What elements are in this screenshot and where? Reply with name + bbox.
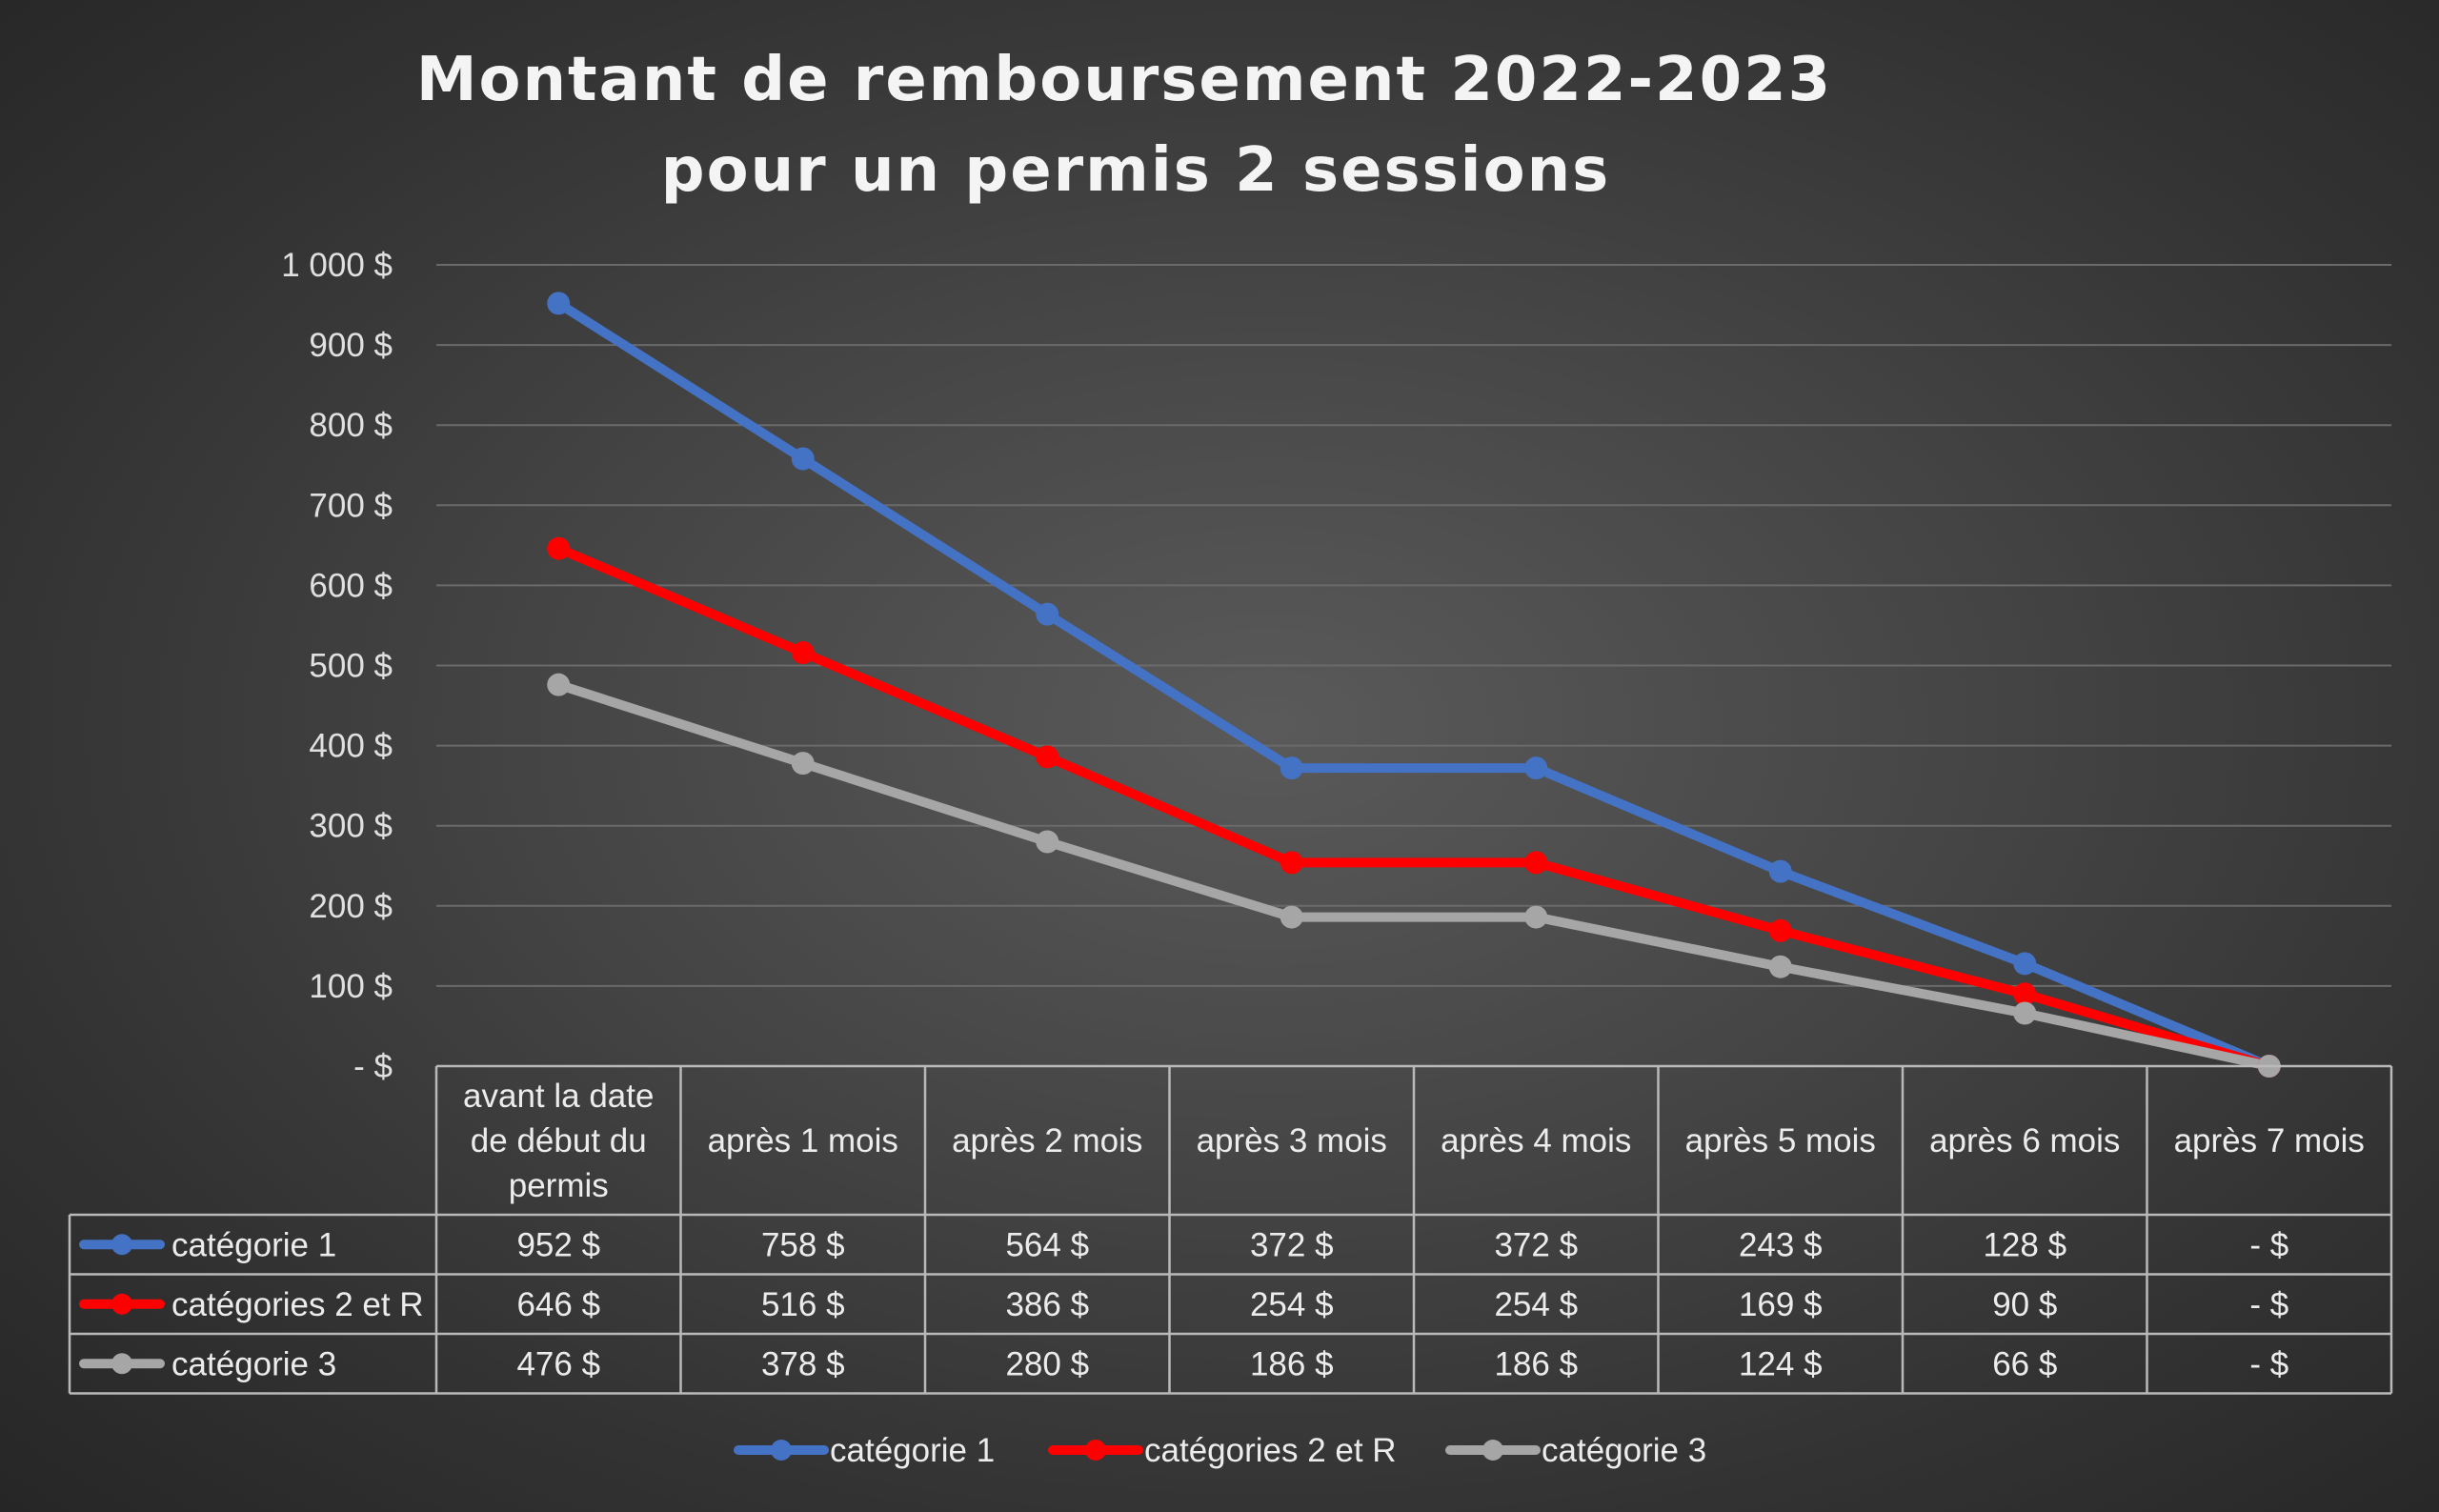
data-value-label: 169 $ [1739, 1286, 1823, 1323]
chart-title-line: pour un permis 2 sessions [661, 135, 1610, 206]
data-value-label: 186 $ [1250, 1345, 1334, 1382]
legend-marker [771, 1440, 792, 1461]
y-tick-label: 600 $ [309, 567, 393, 604]
data-point [547, 673, 571, 696]
data-point [1768, 918, 1792, 942]
category-label: après 7 mois [2174, 1122, 2365, 1159]
data-point [2013, 1001, 2037, 1025]
data-value-label: 386 $ [1005, 1286, 1089, 1323]
chart-title-line: Montant de remboursement 2022-2023 [416, 45, 1832, 115]
legend-label: catégorie 1 [830, 1432, 995, 1469]
data-value-label: 124 $ [1739, 1345, 1823, 1382]
category-label: avant la date [463, 1078, 654, 1115]
series-line [554, 679, 2274, 1071]
data-point [1524, 756, 1548, 780]
data-value-label: 476 $ [516, 1345, 600, 1382]
data-value-label: 243 $ [1739, 1226, 1823, 1263]
data-point [2013, 952, 2037, 976]
y-tick-label: 500 $ [309, 648, 393, 685]
data-point [1768, 859, 1792, 883]
y-tick-label: 800 $ [309, 407, 393, 444]
category-label: de début du [471, 1122, 647, 1159]
y-axis-ticks: - $ 100 $ 200 $ 300 $ 400 $ 500 $ 600 $ 700 $ 80… [281, 247, 393, 1085]
y-tick-label: 100 $ [309, 968, 393, 1005]
data-point [1524, 851, 1548, 875]
data-point [1036, 830, 1059, 854]
data-point [1280, 756, 1303, 780]
data-point [547, 536, 571, 560]
y-tick-label: 700 $ [309, 487, 393, 524]
data-value-label: 564 $ [1005, 1226, 1089, 1263]
y-tick-label: 200 $ [309, 888, 393, 925]
data-value-label: 372 $ [1250, 1226, 1334, 1263]
y-tick-label: 1 000 $ [281, 247, 393, 284]
data-point [791, 641, 815, 665]
row-series-name: catégorie 1 [171, 1226, 336, 1263]
data-value-label: 66 $ [1992, 1345, 2057, 1382]
chart-title: Montant de remboursement 2022-2023 pour u… [416, 45, 1832, 206]
legend-marker [1085, 1440, 1106, 1461]
data-point [1036, 602, 1059, 626]
data-point [547, 292, 571, 315]
data-value-label: 128 $ [1983, 1226, 2066, 1263]
legend-key-marker [111, 1353, 132, 1375]
legend-key-marker [111, 1234, 132, 1256]
category-label: après 5 mois [1685, 1122, 1876, 1159]
data-table: avant la date de début du permis après 1 mo… [68, 1064, 2393, 1395]
category-label: permis [509, 1167, 609, 1204]
row-series-name: catégorie 3 [171, 1345, 336, 1382]
data-value-label: 646 $ [516, 1286, 600, 1323]
legend-label: catégories 2 et R [1144, 1432, 1397, 1469]
category-label: après 3 mois [1197, 1122, 1387, 1159]
legend-marker [1482, 1440, 1503, 1461]
data-point [791, 447, 815, 471]
data-value-label: 952 $ [516, 1226, 600, 1263]
data-point [1036, 745, 1059, 769]
legend-key-marker [111, 1293, 132, 1315]
data-point [1280, 905, 1303, 929]
y-tick-label: - $ [353, 1048, 393, 1085]
data-point [1280, 851, 1303, 875]
data-value-label: - $ [2249, 1286, 2288, 1323]
data-value-label: 90 $ [1992, 1286, 2057, 1323]
y-tick-label: 900 $ [309, 327, 393, 364]
data-value-label: - $ [2249, 1226, 2288, 1263]
plot-series [547, 292, 2281, 1078]
legend: catégorie 1 catégories 2 et R catégorie 3 [734, 1432, 1706, 1469]
data-point [2013, 982, 2037, 1006]
data-point [1768, 955, 1792, 978]
data-value-label: 758 $ [761, 1226, 845, 1263]
data-value-label: 280 $ [1005, 1345, 1089, 1382]
legend-label: catégorie 3 [1542, 1432, 1706, 1469]
data-value-label: 254 $ [1250, 1286, 1334, 1323]
data-value-label: - $ [2249, 1345, 2288, 1382]
data-value-label: 372 $ [1494, 1226, 1578, 1263]
category-label: après 2 mois [952, 1122, 1142, 1159]
category-label: après 6 mois [1929, 1122, 2120, 1159]
category-label: après 1 mois [708, 1122, 898, 1159]
data-value-label: 254 $ [1494, 1286, 1578, 1323]
series-line [554, 298, 2274, 1071]
data-point [1524, 905, 1548, 929]
data-point [791, 752, 815, 776]
row-series-name: catégories 2 et R [171, 1286, 424, 1323]
y-tick-label: 400 $ [309, 728, 393, 765]
y-tick-label: 300 $ [309, 808, 393, 845]
series-line [554, 543, 2274, 1071]
data-value-label: 186 $ [1494, 1345, 1578, 1382]
data-value-label: 516 $ [761, 1286, 845, 1323]
category-label: après 4 mois [1441, 1122, 1631, 1159]
data-value-label: 378 $ [761, 1345, 845, 1382]
